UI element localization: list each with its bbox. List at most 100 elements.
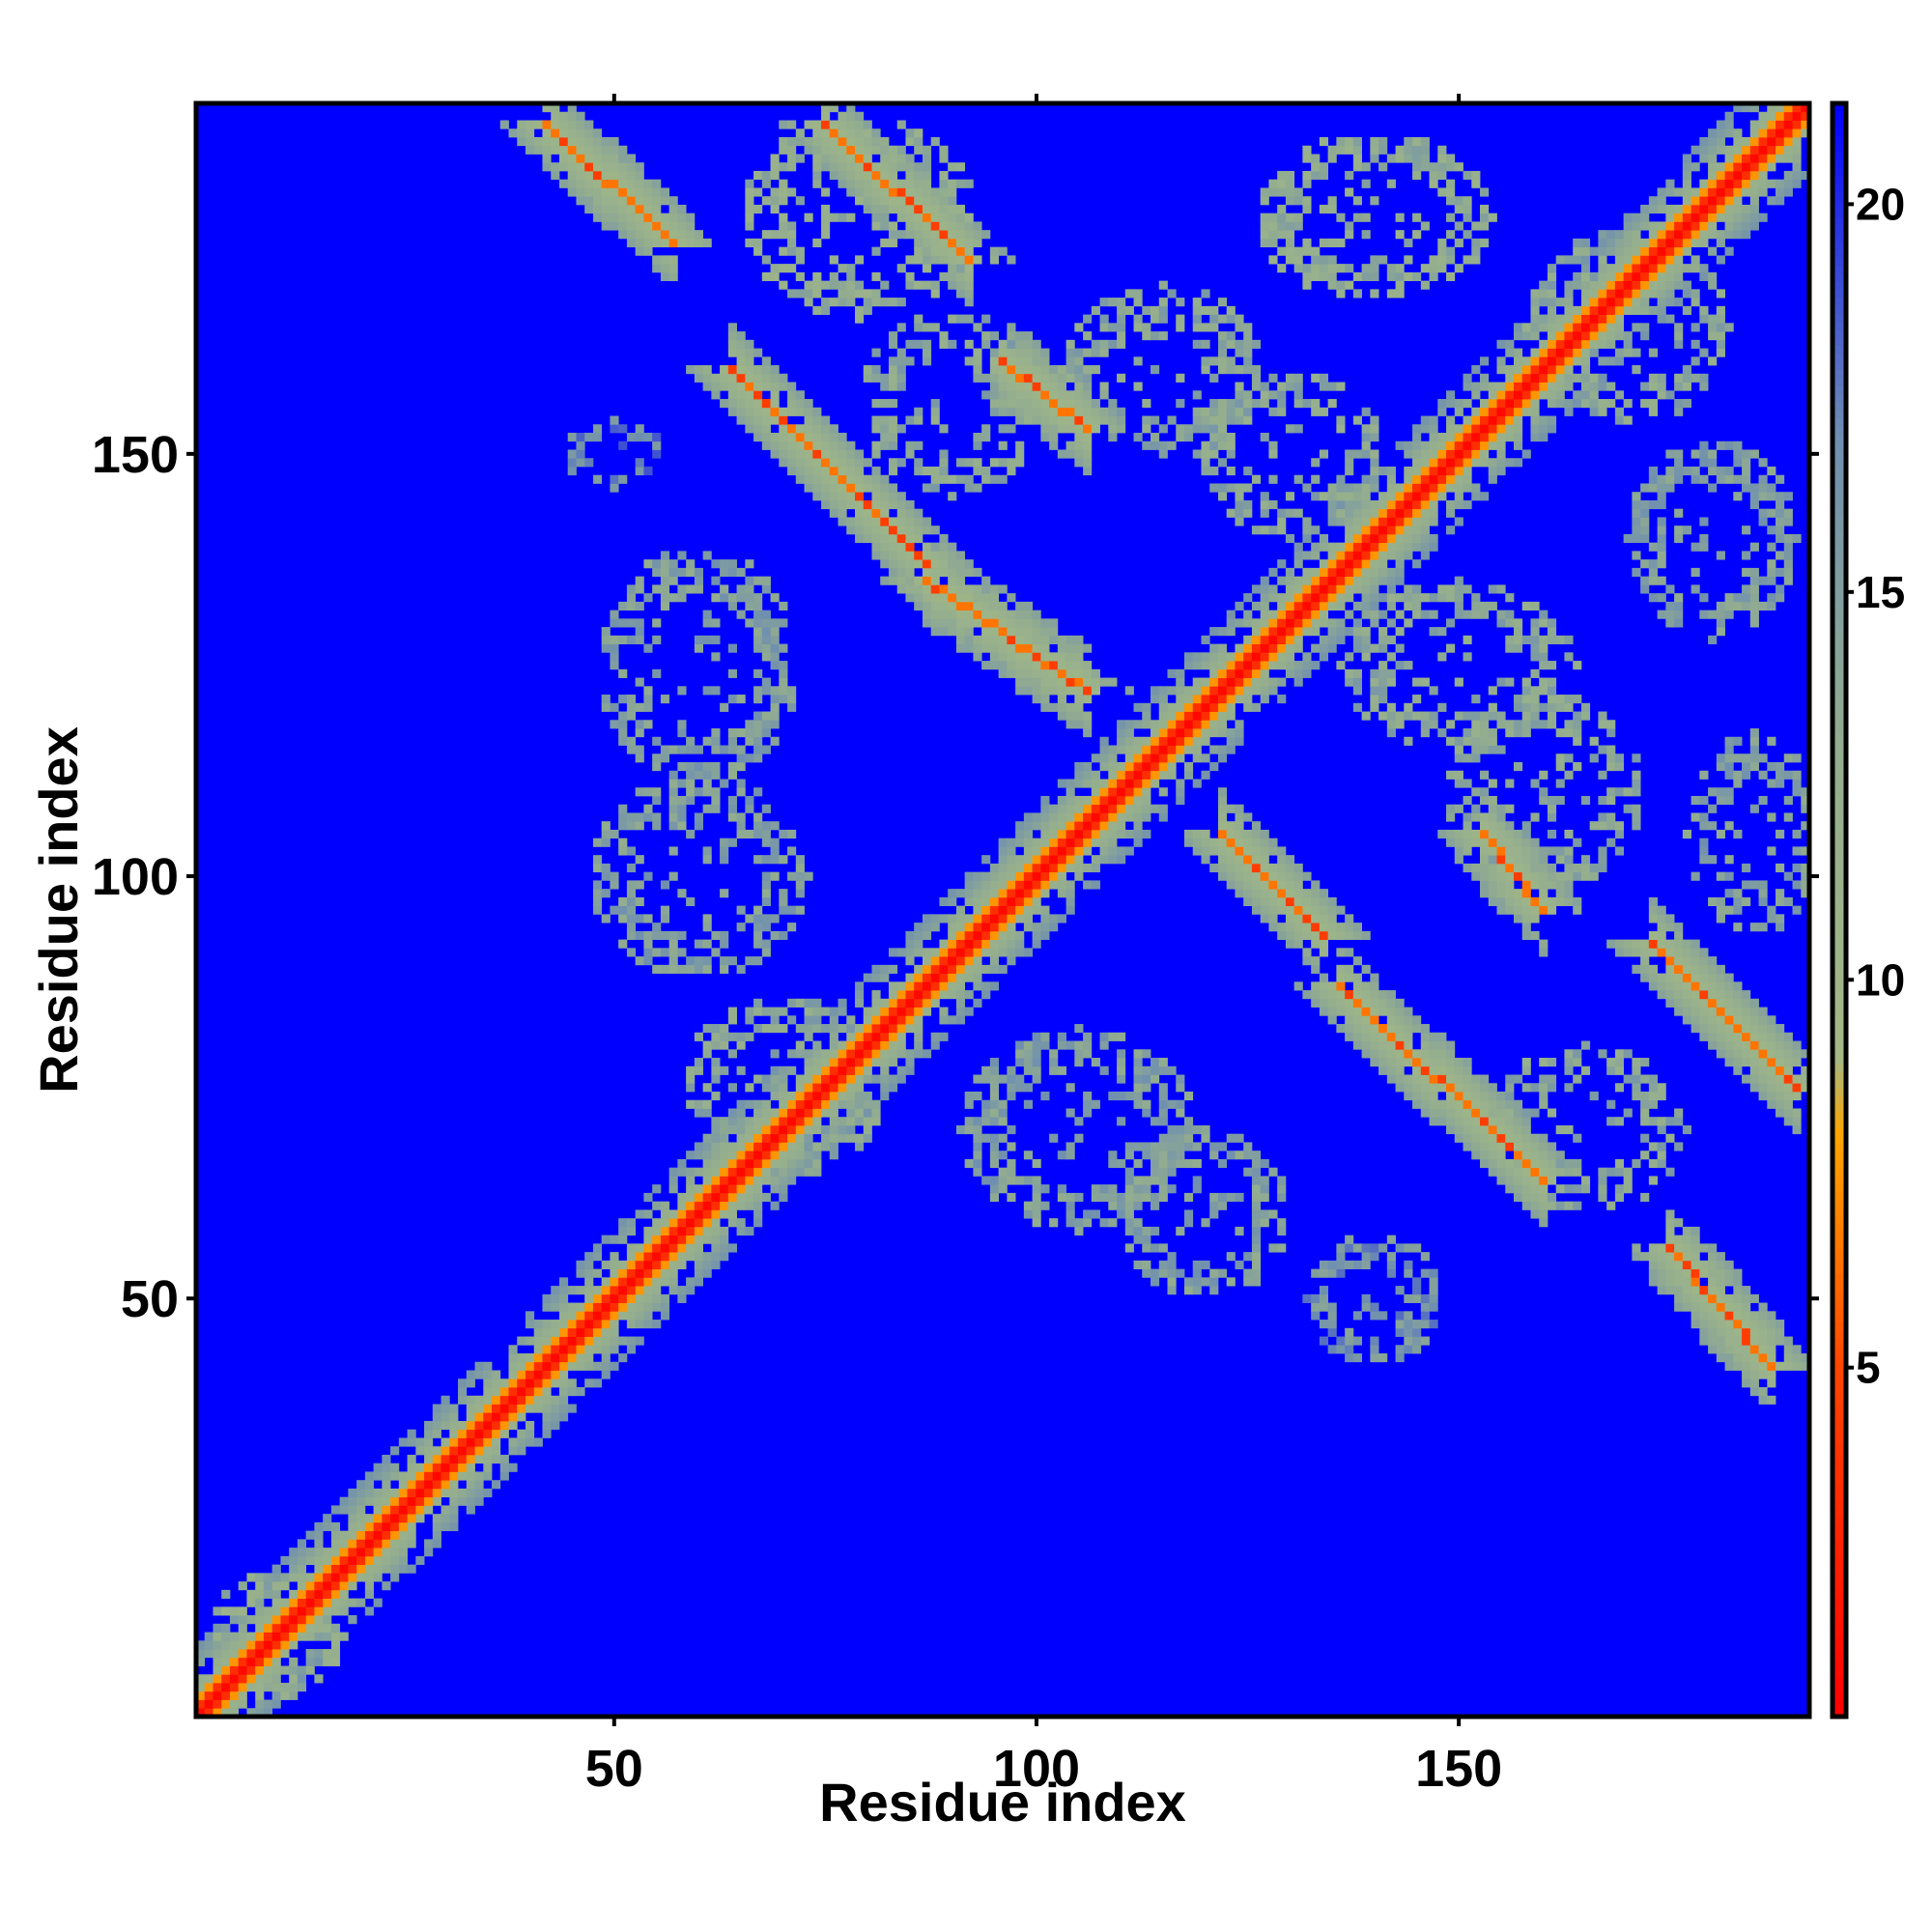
heatmap-cell [1429,1058,1447,1067]
heatmap-cell [1690,948,1700,957]
heatmap-cell [1277,1192,1287,1203]
heatmap-cell [753,1158,763,1169]
heatmap-cell [660,1277,670,1287]
heatmap-cell [305,1530,315,1540]
heatmap-cell [373,1505,383,1515]
heatmap-cell [1767,1327,1776,1337]
heatmap-cell [930,466,940,476]
heatmap-cell [1614,1167,1625,1177]
heatmap-cell [1226,627,1236,637]
heatmap-cell [1336,973,1346,982]
heatmap-cell [1665,1252,1675,1262]
heatmap-cell [1032,1184,1041,1194]
heatmap-cell [1327,1345,1337,1354]
heatmap-cell [854,517,865,526]
heatmap-cell [1370,1353,1379,1363]
heatmap-cell [660,930,670,940]
heatmap-cell [1057,686,1066,696]
heatmap-cell [643,695,653,704]
heatmap-cell [1142,720,1151,729]
heatmap-cell [1623,1074,1633,1084]
heatmap-cell [1352,499,1362,510]
heatmap-cell [846,1133,856,1143]
heatmap-cell [922,610,932,619]
heatmap-cell [643,559,653,569]
heatmap-cell [1547,1058,1557,1067]
heatmap-cell [1352,1243,1362,1253]
heatmap-cell [643,804,653,813]
heatmap-cell [1370,1032,1379,1041]
heatmap-cell [1268,914,1278,923]
heatmap-cell [1049,635,1059,644]
heatmap-cell [626,1218,637,1228]
heatmap-cell [779,618,788,628]
heatmap-cell [635,702,644,712]
heatmap-cell [1345,1015,1354,1025]
heatmap-cell [989,1065,1000,1075]
heatmap-cell [1420,1083,1430,1093]
heatmap-cell [576,449,585,459]
heatmap-cell [1285,652,1295,662]
heatmap-cell [1285,668,1295,678]
heatmap-cell [787,686,797,696]
heatmap-cell [592,1345,603,1354]
heatmap-cell [1057,702,1066,712]
heatmap-cell [618,618,628,628]
heatmap-cell [1226,804,1236,813]
heatmap-cell [1007,871,1016,881]
heatmap-cell [263,1573,273,1582]
heatmap-cell [1758,1083,1768,1093]
heatmap-cell [1682,1293,1691,1303]
heatmap-cell [1361,517,1371,526]
heatmap-cell [1758,896,1768,907]
heatmap-cell [1032,1176,1041,1185]
heatmap-cell [330,1539,341,1548]
heatmap-cell [770,686,780,696]
heatmap-cell [736,1065,746,1075]
heatmap-cell [779,1192,788,1203]
heatmap-cell [1742,593,1751,603]
heatmap-cell [1716,871,1725,881]
heatmap-cell [517,1361,526,1371]
heatmap-cell [1251,889,1262,898]
heatmap-cell [1007,939,1016,949]
heatmap-cell [1682,1268,1691,1278]
heatmap-cell [1311,627,1321,637]
heatmap-cell [576,440,585,450]
heatmap-cell [1437,702,1447,712]
heatmap-cell [660,753,670,763]
heatmap-cell [736,812,746,822]
heatmap-cell [1311,584,1321,594]
heatmap-cell [1345,668,1354,678]
heatmap-cell [1065,821,1075,831]
heatmap-cell [1023,1049,1033,1059]
heatmap-cell [1091,677,1100,687]
heatmap-cell [1555,635,1565,644]
heatmap-cell [1521,896,1531,907]
heatmap-cell [1404,1320,1413,1329]
heatmap-cell [888,964,898,974]
heatmap-cell [1539,795,1548,806]
heatmap-cell [1505,905,1515,915]
heatmap-cell [1749,1074,1759,1084]
heatmap-cell [1690,449,1700,459]
heatmap-cell [745,914,754,923]
heatmap-cell [213,1649,222,1659]
heatmap-cell [221,1649,231,1659]
heatmap-cell [1108,1032,1118,1041]
heatmap-cell [829,1024,838,1034]
heatmap-cell [1176,702,1185,712]
heatmap-cell [601,889,611,898]
heatmap-cell [804,449,813,459]
heatmap-cell [1217,492,1228,501]
heatmap-cell [1040,652,1059,662]
heatmap-cell [1083,863,1093,873]
heatmap-cell [989,948,1000,957]
heatmap-cell [1251,871,1262,881]
heatmap-cell [1192,661,1202,670]
heatmap-cell [1708,1327,1718,1337]
heatmap-cell [702,1158,712,1169]
heatmap-cell [804,1091,813,1101]
heatmap-cell [753,956,763,966]
heatmap-cell [1151,720,1160,729]
